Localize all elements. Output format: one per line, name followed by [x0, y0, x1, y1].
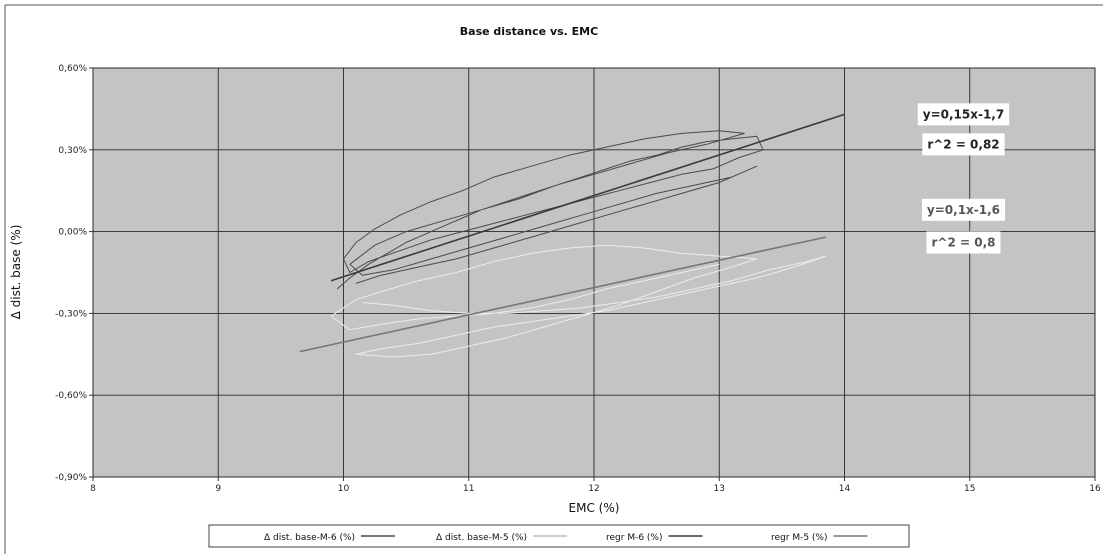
regression-annotation: r^2 = 0,82 [922, 133, 1005, 156]
legend-label-2: Δ dist. base-M-5 (%) [436, 533, 527, 543]
x-axis-ticks: 8 9 10 11 12 13 14 15 16 [90, 477, 1101, 494]
y-tick-label: -0,30% [55, 309, 87, 319]
annotation-box [926, 231, 1001, 254]
y-tick-label: -0,60% [55, 391, 87, 401]
x-axis-title: EMC (%) [569, 501, 620, 515]
series-line-3 [330, 113, 845, 282]
annotation-box [921, 198, 1006, 221]
regression-annotation: r^2 = 0,8 [926, 231, 1001, 254]
x-tick-label: 11 [463, 484, 474, 494]
legend: Δ dist. base-M-6 (%) Δ dist. base-M-5 (%)… [208, 524, 910, 548]
regression-annotation: y=0,15x-1,7 [917, 103, 1010, 126]
y-tick-label: 0,60% [58, 64, 87, 74]
legend-label-3: regr M-6 (%) [606, 533, 663, 543]
series-line-4 [299, 236, 826, 353]
x-tick-label: 13 [714, 484, 725, 494]
legend-label-1: Δ dist. base-M-6 (%) [264, 533, 355, 543]
y-tick-label: -0,90% [55, 473, 87, 483]
annotation-text: y=0,1x-1,6 [927, 203, 1000, 217]
annotation-box [922, 133, 1005, 156]
x-tick-label: 16 [1089, 484, 1101, 494]
x-tick-label: 9 [215, 484, 221, 494]
y-tick-label: 0,30% [58, 146, 87, 156]
series-layer [299, 113, 845, 358]
series-line-1 [336, 130, 764, 290]
legend-label-4: regr M-5 (%) [771, 533, 828, 543]
x-tick-label: 14 [839, 484, 851, 494]
y-axis-title: Δ dist. base (%) [9, 225, 23, 320]
annotation-text: r^2 = 0,8 [931, 236, 995, 250]
x-tick-label: 15 [964, 484, 975, 494]
y-axis-ticks: 0,60% 0,30% 0,00% -0,30% -0,60% -0,90% [55, 64, 93, 483]
x-tick-label: 12 [588, 484, 599, 494]
chart-title: Base distance vs. EMC [460, 25, 598, 38]
annotation-text: y=0,15x-1,7 [923, 107, 1004, 121]
x-tick-label: 10 [338, 484, 350, 494]
x-tick-label: 8 [90, 484, 96, 494]
regression-annotation: y=0,1x-1,6 [921, 198, 1006, 221]
annotation-box [917, 103, 1010, 126]
annotation-text: r^2 = 0,82 [927, 137, 999, 151]
series-line-2 [330, 244, 827, 358]
annotation-layer: y=0,15x-1,7 r^2 = 0,82 y=0,1x-1,6 r^2 = 0,8 [917, 103, 1010, 254]
y-tick-label: 0,00% [58, 228, 87, 238]
